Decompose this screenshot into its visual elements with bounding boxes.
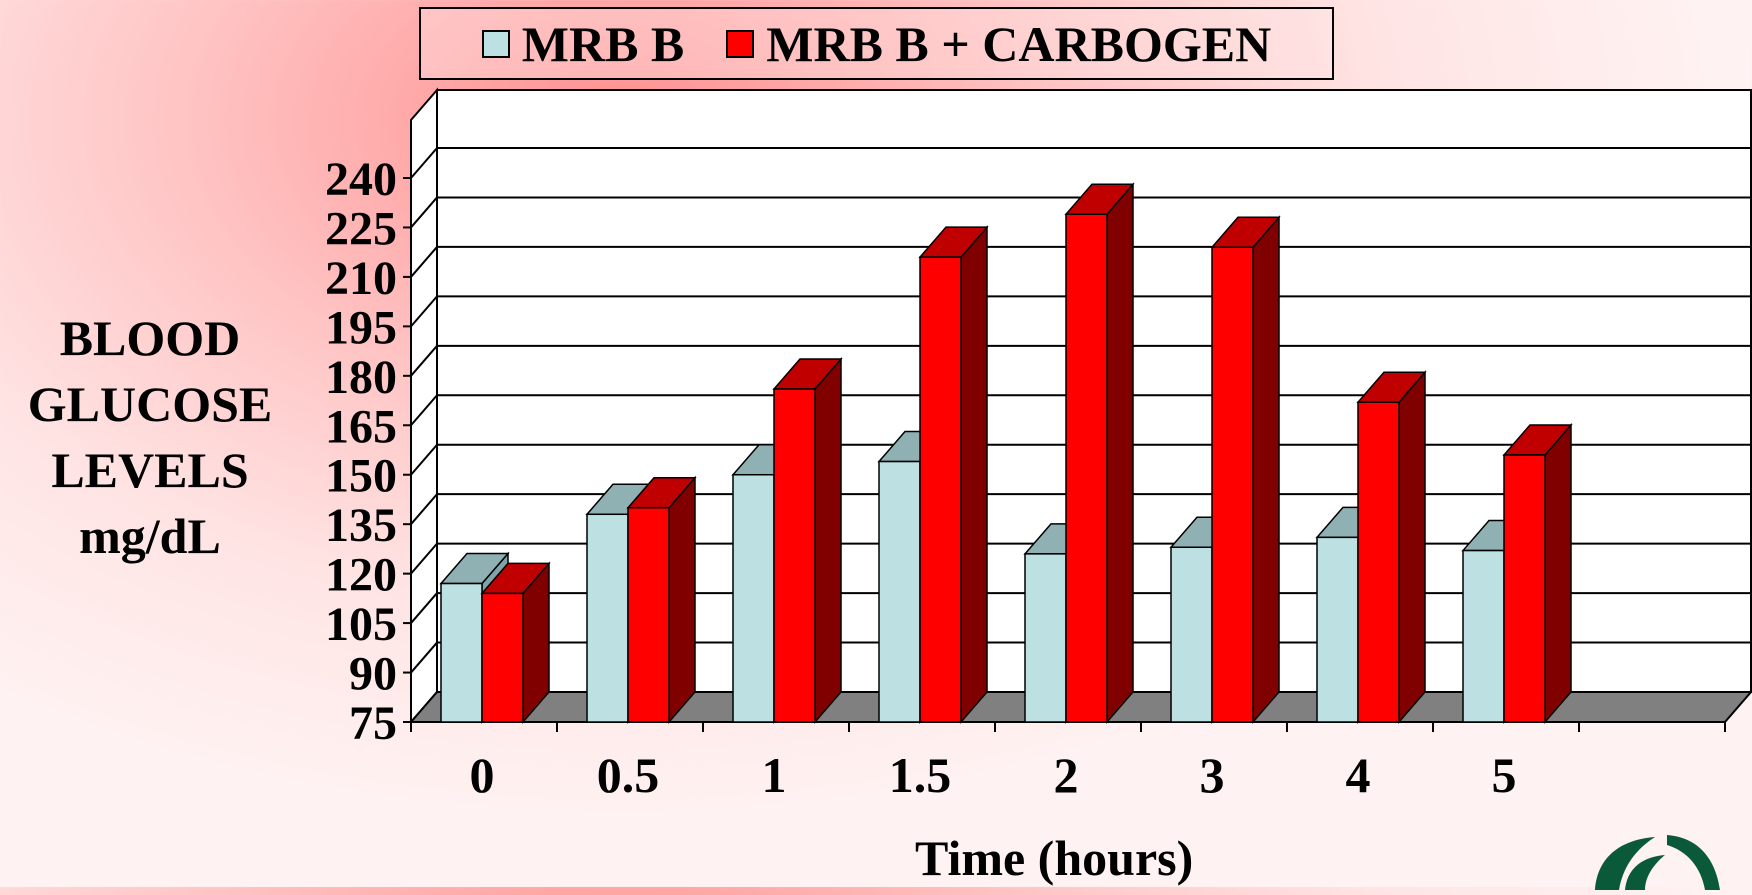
x-tick-label: 1 [762, 747, 787, 803]
gridline-side [410, 246, 438, 278]
legend-item-mrb-b: MRB B [481, 15, 685, 72]
legend-label-carbogen: MRB B + CARBOGEN [766, 15, 1272, 72]
bar-mrb-b-carbogen-side [668, 475, 696, 725]
gridline-side [410, 196, 438, 229]
x-tick-label: 5 [1492, 747, 1517, 803]
gridline-side [410, 147, 438, 179]
y-axis-label-line: LEVELS [51, 442, 249, 498]
bar-mrb-b-carbogen-side [1544, 422, 1572, 725]
bar-mrb-b-carbogen-side [960, 225, 988, 725]
bar-mrb-b-carbogen [1065, 213, 1108, 723]
y-tick-label: 180 [325, 351, 397, 404]
y-tick-label: 120 [325, 549, 397, 602]
y-axis-label-line: mg/dL [79, 508, 221, 564]
legend-swatch-carbogen [726, 29, 755, 58]
bar-mrb-b-carbogen [919, 256, 962, 723]
y-tick-label: 90 [349, 648, 397, 701]
legend-label-mrb-b: MRB B [521, 15, 685, 72]
bar-mrb-b [732, 473, 775, 723]
chart-legend: MRB B MRB B + CARBOGEN [419, 7, 1334, 80]
y-tick-label: 135 [325, 499, 397, 552]
y-tick-label: 195 [325, 301, 397, 354]
organization-logo [1595, 835, 1720, 890]
y-tick-label: 240 [325, 153, 397, 206]
legend-swatch-mrb-b [481, 29, 510, 58]
bar-mrb-b-carbogen [627, 506, 670, 723]
bar-mrb-b [1316, 536, 1359, 723]
bar-mrb-b-carbogen [481, 592, 524, 723]
y-axis-label-line: GLUCOSE [27, 376, 273, 432]
y-axis-label-line: BLOOD [59, 310, 241, 366]
y-tick-label: 75 [349, 697, 397, 750]
x-tick-label: 0 [470, 747, 495, 803]
bar-mrb-b-carbogen [1357, 401, 1400, 723]
bar-mrb-b-carbogen-side [1252, 215, 1280, 725]
x-tick-label: 3 [1200, 747, 1225, 803]
gridline-side [410, 444, 438, 476]
bar-mrb-b [1024, 553, 1067, 723]
y-axis-label: BLOOD GLUCOSE LEVELS mg/dL [0, 305, 300, 569]
x-tick-label: 1.5 [889, 747, 952, 803]
bar-mrb-b-carbogen-side [1106, 182, 1134, 725]
bar-mrb-b-carbogen-side [1398, 370, 1426, 725]
gridline-side [410, 542, 438, 575]
bar-mrb-b [440, 582, 483, 723]
bar-mrb-b-carbogen-side [814, 356, 842, 725]
bar-mrb-b [1462, 549, 1505, 723]
gridline-side [410, 592, 438, 624]
chart-side-wall [410, 87, 438, 725]
x-tick-label: 0.5 [597, 747, 660, 803]
bar-mrb-b-carbogen [773, 388, 816, 723]
y-tick-label: 105 [325, 598, 397, 651]
gridline-side [410, 641, 438, 674]
legend-item-carbogen: MRB B + CARBOGEN [726, 19, 1271, 69]
gridline-side [410, 295, 438, 328]
bar-mrb-b [878, 460, 921, 723]
y-tick-label: 150 [325, 450, 397, 503]
y-tick-label: 165 [325, 400, 397, 453]
x-tick-label: 2 [1054, 747, 1079, 803]
gridline-side [410, 394, 438, 426]
y-tick-label: 210 [325, 252, 397, 305]
bar-mrb-b [1170, 546, 1213, 723]
gridline-side [410, 345, 438, 377]
bar-mrb-b [586, 513, 629, 723]
gridline-side [410, 493, 438, 525]
x-tick-label: 4 [1346, 747, 1371, 803]
bar-mrb-b-carbogen [1503, 454, 1546, 723]
bar-mrb-b-carbogen [1211, 246, 1254, 723]
x-axis-label: Time (hours) [915, 830, 1194, 886]
y-tick-label: 225 [325, 202, 397, 255]
